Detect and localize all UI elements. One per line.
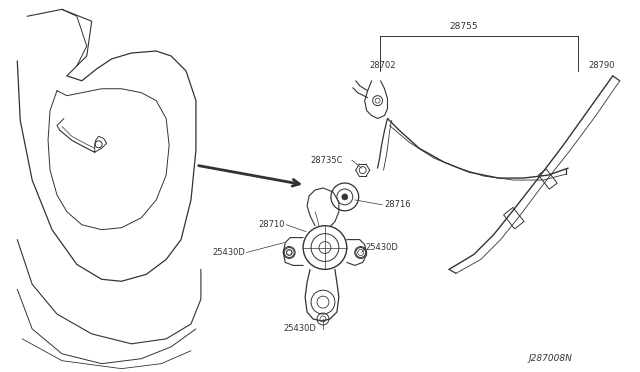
Text: 28710: 28710 [259, 220, 285, 229]
Text: 25430D: 25430D [365, 243, 399, 252]
Text: J287008N: J287008N [529, 354, 572, 363]
Bar [504, 208, 524, 229]
Text: 28716: 28716 [385, 201, 411, 209]
Text: 28735C: 28735C [310, 156, 342, 165]
Text: 28702: 28702 [370, 61, 396, 70]
Text: 28790: 28790 [588, 61, 614, 70]
Text: 25430D: 25430D [212, 248, 246, 257]
Circle shape [342, 194, 348, 200]
Text: 28755: 28755 [450, 22, 478, 31]
Bar [538, 169, 557, 189]
Text: 25430D: 25430D [284, 324, 317, 333]
